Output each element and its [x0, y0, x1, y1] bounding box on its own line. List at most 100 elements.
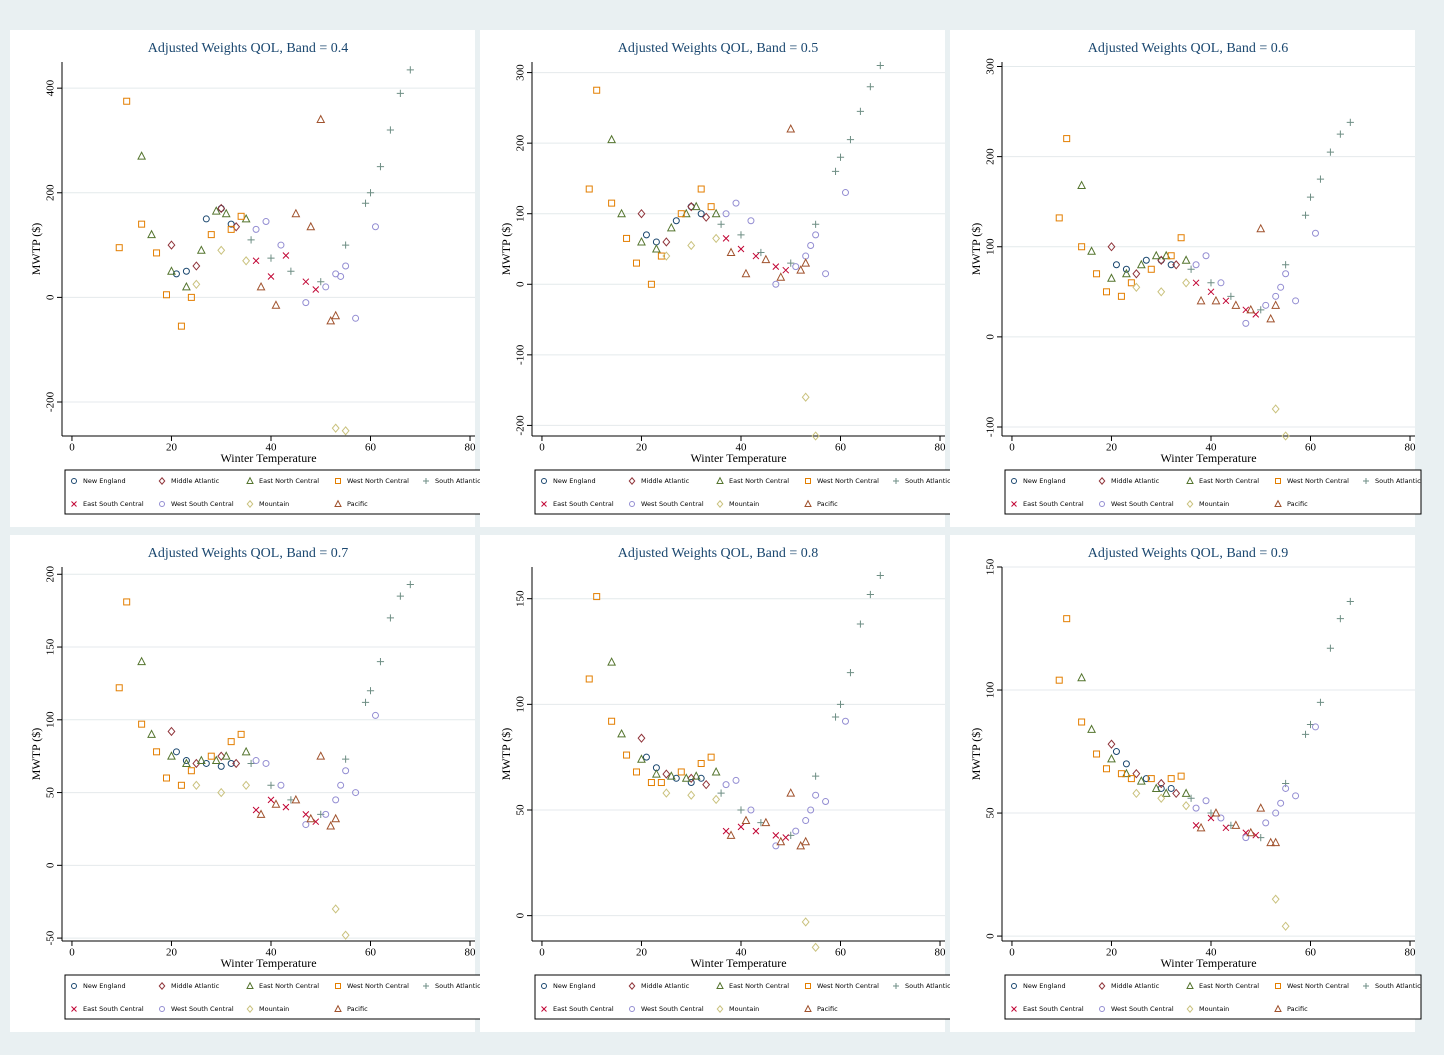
point — [687, 779, 695, 787]
point — [585, 185, 593, 193]
point — [159, 1006, 165, 1012]
point — [677, 768, 685, 776]
point — [167, 240, 176, 250]
point — [617, 728, 626, 738]
point — [1102, 288, 1110, 296]
point — [866, 590, 874, 599]
point — [1087, 246, 1096, 255]
point — [702, 779, 711, 790]
point — [711, 766, 721, 776]
y-axis-label: MWTP ($) — [969, 728, 983, 781]
point — [1077, 672, 1087, 682]
x-tick-label: 20 — [636, 947, 648, 959]
point — [651, 769, 661, 778]
point — [846, 669, 855, 677]
point — [786, 788, 796, 797]
x-tick-label: 40 — [1205, 947, 1217, 959]
point — [593, 86, 601, 94]
point — [211, 206, 221, 215]
point — [761, 817, 771, 827]
point — [341, 930, 350, 940]
y-tick-label: 0 — [985, 933, 997, 939]
point — [1186, 499, 1194, 509]
point — [361, 698, 370, 706]
point — [801, 258, 811, 267]
point — [1167, 784, 1175, 792]
point — [807, 241, 815, 249]
point — [71, 983, 77, 989]
point — [1078, 718, 1086, 726]
point — [651, 244, 661, 253]
panel-background — [950, 30, 1415, 527]
point — [628, 981, 636, 991]
point — [741, 815, 751, 825]
panel-background — [10, 30, 475, 527]
point — [691, 201, 701, 211]
point — [386, 614, 395, 622]
point — [801, 392, 810, 402]
point — [822, 270, 830, 278]
legend-label: East North Central — [729, 477, 789, 485]
point — [541, 983, 547, 989]
point — [836, 153, 845, 161]
point — [1132, 769, 1141, 779]
point — [342, 767, 350, 775]
point — [217, 203, 226, 214]
point — [637, 236, 646, 246]
point — [326, 315, 336, 325]
legend-label: Mountain — [729, 500, 759, 508]
point — [1217, 814, 1225, 822]
point — [1181, 255, 1191, 264]
point — [1055, 676, 1063, 684]
legend-label: East South Central — [553, 500, 614, 508]
legend-label: East South Central — [1023, 1005, 1084, 1013]
point — [712, 233, 721, 244]
x-tick-label: 80 — [1405, 947, 1417, 959]
point — [691, 771, 701, 780]
point — [1192, 261, 1200, 269]
point — [1142, 256, 1150, 264]
y-tick-label: 200 — [45, 184, 57, 201]
point — [366, 189, 375, 197]
point — [1246, 827, 1256, 837]
legend-label: East North Central — [729, 982, 789, 990]
point — [1301, 730, 1310, 738]
point — [1311, 229, 1319, 237]
point — [271, 799, 281, 808]
point — [1271, 404, 1280, 414]
point — [1117, 770, 1125, 778]
legend-label: Pacific — [817, 500, 838, 508]
point — [1151, 783, 1161, 792]
point — [1326, 644, 1335, 652]
point — [1112, 748, 1120, 756]
point — [396, 89, 404, 97]
point — [672, 774, 680, 782]
point — [1099, 501, 1105, 507]
point — [1011, 478, 1017, 484]
point — [138, 720, 146, 728]
point — [632, 259, 640, 267]
point — [406, 66, 414, 74]
legend-label: West North Central — [347, 982, 409, 990]
x-tick-label: 80 — [1405, 442, 1417, 454]
point — [181, 758, 191, 767]
panel: Adjusted Weights QOL, Band = 0.4-2000200… — [10, 30, 482, 527]
point — [1256, 223, 1266, 233]
point — [1122, 265, 1130, 273]
point — [177, 781, 185, 789]
point — [1275, 983, 1281, 989]
legend-label: New England — [1023, 477, 1066, 485]
point — [252, 757, 260, 765]
x-tick-label: 0 — [539, 442, 545, 454]
point — [747, 217, 755, 225]
point — [1257, 306, 1265, 314]
y-tick-label: -100 — [985, 416, 997, 437]
point — [221, 751, 231, 760]
point — [796, 265, 806, 274]
x-tick-label: 80 — [465, 947, 477, 959]
point — [182, 757, 190, 765]
y-tick-label: -200 — [515, 415, 527, 436]
point — [1363, 478, 1369, 484]
point — [662, 769, 671, 779]
